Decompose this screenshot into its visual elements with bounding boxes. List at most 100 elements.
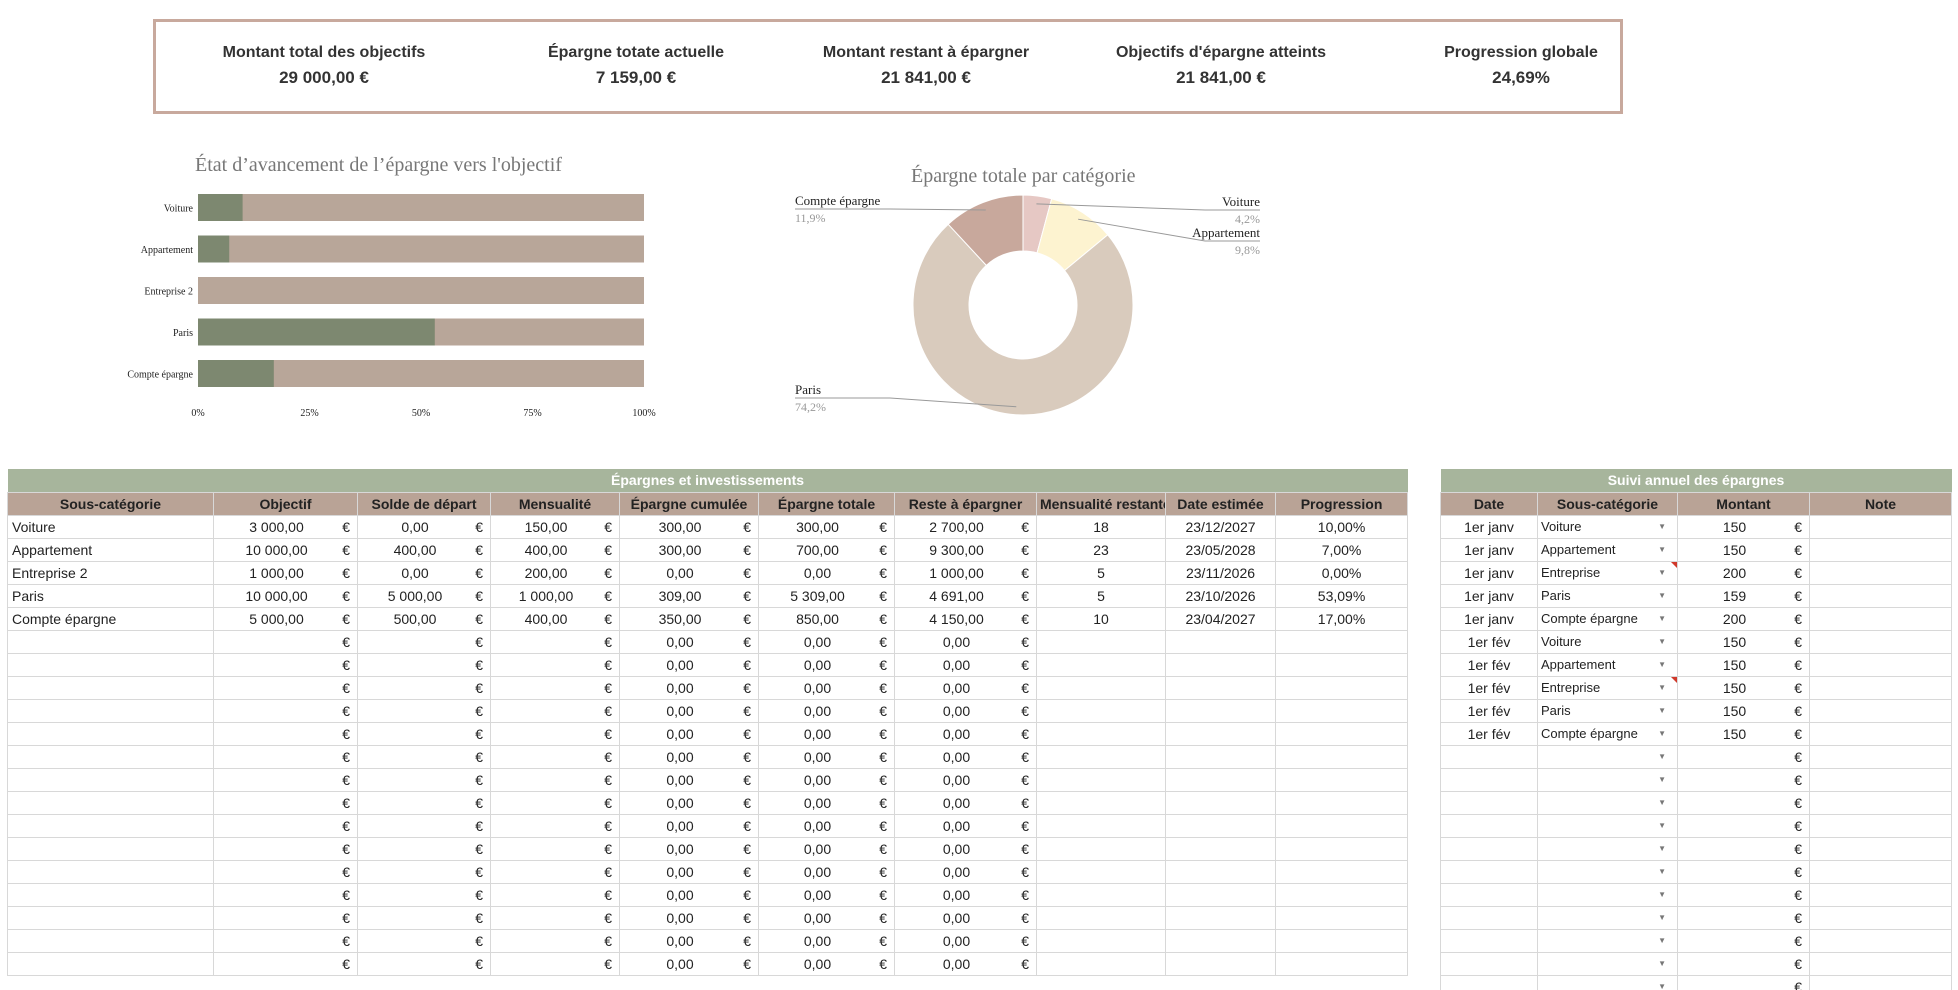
table-cell[interactable]: 0,00 € — [619, 882, 759, 907]
table-cell[interactable]: 23/05/2028 — [1165, 537, 1276, 562]
dropdown-arrow-icon[interactable]: ▼ — [1658, 821, 1666, 830]
subcategory-dropdown[interactable]: ▼ — [1537, 859, 1678, 884]
column-header[interactable]: Solde de départ — [357, 491, 491, 516]
table-cell[interactable]: 700,00 € — [758, 537, 895, 562]
table-cell[interactable]: 7,00% — [1274, 537, 1409, 562]
table-cell[interactable] — [1165, 675, 1276, 700]
table-cell[interactable] — [1274, 721, 1409, 746]
table-cell[interactable] — [1036, 813, 1166, 838]
table-cell[interactable] — [1036, 744, 1166, 769]
column-header[interactable]: Progression — [1274, 491, 1409, 516]
table-cell[interactable]: 17,00% — [1274, 606, 1409, 631]
table-cell[interactable]: 300,00 € — [758, 514, 895, 539]
note-cell[interactable] — [1809, 721, 1952, 746]
column-header[interactable]: Reste à épargner — [894, 491, 1037, 516]
table-cell[interactable]: 850,00 € — [758, 606, 895, 631]
table-cell[interactable] — [1274, 905, 1409, 930]
table-cell[interactable]: € — [213, 721, 358, 746]
subcategory-dropdown[interactable]: Compte épargne ▼ — [1537, 721, 1678, 746]
table-cell[interactable]: € — [490, 767, 620, 792]
column-header[interactable]: Épargne cumulée — [619, 491, 759, 516]
table-cell[interactable]: € — [490, 790, 620, 815]
table-cell[interactable] — [1036, 859, 1166, 884]
dropdown-arrow-icon[interactable]: ▼ — [1658, 936, 1666, 945]
table-cell[interactable]: 0,00 € — [619, 928, 759, 953]
date-cell[interactable] — [1440, 790, 1538, 815]
table-cell[interactable]: € — [490, 721, 620, 746]
dropdown-arrow-icon[interactable]: ▼ — [1658, 913, 1666, 922]
table-cell[interactable]: 0,00 € — [894, 744, 1037, 769]
dropdown-arrow-icon[interactable]: ▼ — [1658, 982, 1666, 990]
amount-cell[interactable]: € — [1677, 905, 1810, 930]
table-cell[interactable] — [1165, 721, 1276, 746]
table-cell[interactable] — [7, 928, 214, 953]
amount-cell[interactable]: 200 € — [1677, 560, 1810, 585]
table-cell[interactable]: 0,00 € — [758, 675, 895, 700]
table-cell[interactable]: € — [490, 859, 620, 884]
table-cell[interactable] — [1165, 652, 1276, 677]
dropdown-arrow-icon[interactable]: ▼ — [1658, 729, 1666, 738]
table-cell[interactable]: 0,00 € — [619, 560, 759, 585]
table-cell[interactable]: € — [213, 675, 358, 700]
table-cell[interactable] — [1165, 744, 1276, 769]
table-cell[interactable]: € — [213, 652, 358, 677]
table-cell[interactable]: 5 000,00 € — [357, 583, 491, 608]
note-cell[interactable] — [1809, 882, 1952, 907]
note-cell[interactable] — [1809, 928, 1952, 953]
column-header[interactable]: Épargne totale — [758, 491, 895, 516]
table-cell[interactable] — [7, 652, 214, 677]
table-cell[interactable]: € — [213, 790, 358, 815]
table-cell[interactable]: 0,00 € — [758, 836, 895, 861]
table-cell[interactable]: 200,00 € — [490, 560, 620, 585]
table-cell[interactable] — [1165, 928, 1276, 953]
table-cell[interactable]: 150,00 € — [490, 514, 620, 539]
table-cell[interactable]: 0,00% — [1274, 560, 1409, 585]
note-cell[interactable] — [1809, 514, 1952, 539]
table-cell[interactable]: € — [357, 882, 491, 907]
table-cell[interactable] — [1036, 721, 1166, 746]
table-cell[interactable]: 0,00 € — [619, 790, 759, 815]
table-cell[interactable]: 400,00 € — [490, 606, 620, 631]
table-cell[interactable]: € — [213, 813, 358, 838]
table-cell[interactable] — [7, 744, 214, 769]
table-cell[interactable] — [1165, 790, 1276, 815]
amount-cell[interactable]: € — [1677, 790, 1810, 815]
date-cell[interactable]: 1er fév — [1440, 698, 1538, 723]
table-cell[interactable]: 0,00 € — [758, 560, 895, 585]
date-cell[interactable]: 1er fév — [1440, 652, 1538, 677]
dropdown-arrow-icon[interactable]: ▼ — [1658, 844, 1666, 853]
table-cell[interactable]: € — [357, 951, 491, 976]
table-cell[interactable]: € — [357, 675, 491, 700]
table-cell[interactable]: € — [213, 951, 358, 976]
note-cell[interactable] — [1809, 767, 1952, 792]
amount-cell[interactable]: 150 € — [1677, 537, 1810, 562]
note-cell[interactable] — [1809, 698, 1952, 723]
subcategory-dropdown[interactable]: ▼ — [1537, 974, 1678, 990]
table-cell[interactable] — [1036, 629, 1166, 654]
table-cell[interactable]: 23/04/2027 — [1165, 606, 1276, 631]
dropdown-arrow-icon[interactable]: ▼ — [1658, 752, 1666, 761]
table-cell[interactable]: 0,00 € — [894, 698, 1037, 723]
subcategory-dropdown[interactable]: Entreprise ▼ — [1537, 560, 1678, 585]
amount-cell[interactable]: 159 € — [1677, 583, 1810, 608]
table-cell[interactable]: 0,00 € — [619, 629, 759, 654]
table-cell[interactable]: 0,00 € — [357, 560, 491, 585]
table-cell[interactable] — [1274, 629, 1409, 654]
table-cell[interactable]: 4 691,00 € — [894, 583, 1037, 608]
table-cell[interactable] — [1165, 905, 1276, 930]
amount-cell[interactable]: € — [1677, 951, 1810, 976]
table-cell[interactable]: € — [213, 859, 358, 884]
table-cell[interactable] — [1165, 836, 1276, 861]
table-cell[interactable] — [7, 721, 214, 746]
date-cell[interactable]: 1er janv — [1440, 537, 1538, 562]
table-cell[interactable] — [1036, 905, 1166, 930]
table-cell[interactable]: 500,00 € — [357, 606, 491, 631]
table-cell[interactable]: 0,00 € — [894, 905, 1037, 930]
subcategory-dropdown[interactable]: ▼ — [1537, 744, 1678, 769]
table-cell[interactable]: 10 — [1036, 606, 1166, 631]
date-cell[interactable] — [1440, 836, 1538, 861]
table-cell[interactable]: € — [490, 928, 620, 953]
table-cell[interactable] — [1036, 675, 1166, 700]
date-cell[interactable] — [1440, 744, 1538, 769]
column-header[interactable]: Objectif — [213, 491, 358, 516]
